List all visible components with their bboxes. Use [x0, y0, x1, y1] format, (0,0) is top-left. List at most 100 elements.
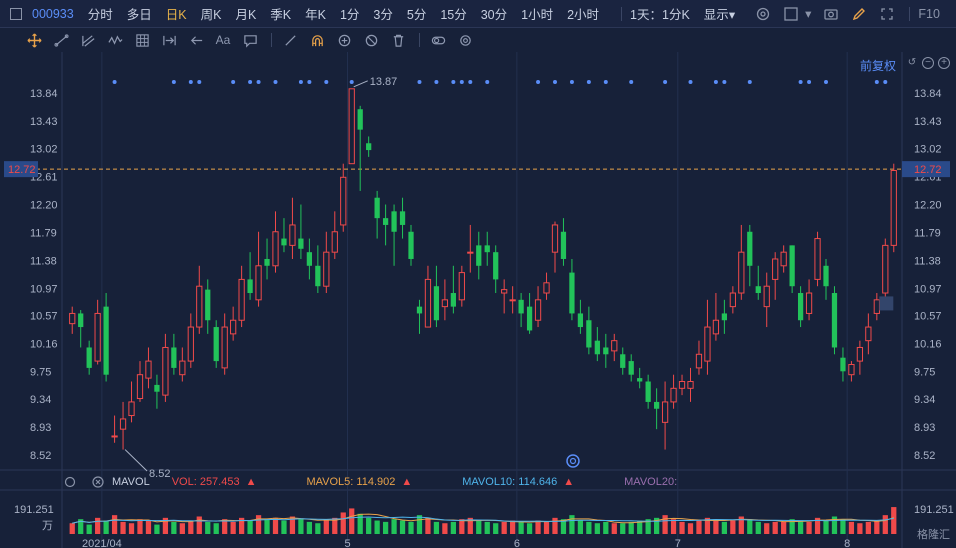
- candle-body: [458, 272, 465, 301]
- candle-body: [391, 211, 397, 232]
- tab-intraday[interactable]: 分时: [87, 8, 113, 22]
- volume-bar: [95, 517, 101, 534]
- y-tick-right: 10.97: [914, 283, 942, 295]
- volume-close-icon[interactable]: [90, 474, 106, 490]
- reset-icon[interactable]: ↺: [907, 57, 917, 68]
- tab-15min[interactable]: 15分: [440, 8, 467, 22]
- comment-icon[interactable]: [238, 30, 262, 50]
- candle-body: [441, 299, 449, 308]
- candle-body: [695, 353, 703, 369]
- tab-3min[interactable]: 3分: [373, 8, 393, 22]
- wave-icon[interactable]: [103, 30, 127, 50]
- tab-1min[interactable]: 1分: [339, 8, 360, 22]
- display-menu[interactable]: 显示▾: [703, 8, 736, 22]
- hide-icon[interactable]: [359, 30, 383, 50]
- tab-quarterly[interactable]: 季K: [270, 8, 292, 22]
- y-tick-right: 11.38: [914, 255, 941, 267]
- volume-bar: [747, 519, 753, 534]
- y-tick-right: 9.75: [914, 366, 935, 378]
- volume-bar: [696, 520, 702, 534]
- indicator-name[interactable]: MAVOL: [112, 476, 150, 488]
- event-dot: [569, 80, 574, 84]
- volume-bar: [586, 521, 592, 534]
- zoom-in-icon[interactable]: +: [938, 57, 950, 69]
- tab-multiday[interactable]: 多日: [126, 8, 152, 22]
- volume-ma-line: [72, 513, 894, 524]
- y-tick-right: 10.57: [914, 310, 942, 322]
- tab-30min[interactable]: 30分: [480, 8, 508, 22]
- zoom-out-icon[interactable]: −: [922, 57, 934, 69]
- volume-bar: [823, 520, 829, 534]
- stock-code[interactable]: 000933: [32, 6, 74, 21]
- tab-2hour[interactable]: 2小时: [567, 8, 600, 22]
- range-icon[interactable]: [157, 30, 181, 50]
- volume-max-label-right: 191.251: [914, 504, 954, 516]
- tab-1hour[interactable]: 1小时: [521, 8, 554, 22]
- y-tick-right: 8.52: [914, 450, 935, 462]
- y-tick-right: 11.79: [914, 227, 941, 239]
- candle-body: [467, 251, 474, 254]
- candle-body: [111, 435, 118, 438]
- ruler-icon[interactable]: [278, 30, 302, 50]
- volume-bar: [781, 521, 787, 534]
- volume-settings-icon[interactable]: [62, 474, 78, 490]
- adjust-mode-label[interactable]: 前复权: [859, 59, 896, 73]
- volume-bar: [188, 520, 194, 534]
- volume-bar: [594, 523, 600, 534]
- layout-box-icon[interactable]: [783, 6, 799, 22]
- mavol5-value: MAVOL5: 114.902: [306, 476, 396, 488]
- lock-icon[interactable]: [332, 30, 356, 50]
- candle-body: [416, 306, 423, 314]
- volume-bar: [679, 521, 685, 534]
- candle-body: [534, 299, 542, 321]
- fullscreen-icon[interactable]: [879, 6, 895, 22]
- volume-bar: [510, 520, 516, 534]
- select-checkbox[interactable]: [10, 7, 22, 20]
- toggle-icon[interactable]: [426, 30, 450, 50]
- pencil-icon[interactable]: [851, 6, 867, 22]
- line-icon[interactable]: [49, 30, 73, 50]
- candle-body: [543, 282, 550, 294]
- settings-icon[interactable]: [453, 30, 477, 50]
- tab-1day-1min[interactable]: 1天：1分K: [630, 8, 690, 22]
- text-tool[interactable]: Aa: [215, 33, 231, 47]
- volume-bar: [264, 519, 270, 534]
- y-tick-left: 8.52: [30, 450, 51, 462]
- y-tick-right: 8.93: [914, 422, 935, 434]
- volume-bar: [408, 521, 414, 534]
- candle-body: [331, 231, 338, 253]
- volume-bar: [687, 523, 694, 534]
- volume-bar: [357, 513, 363, 534]
- candle-body: [721, 313, 728, 321]
- tab-5min[interactable]: 5分: [406, 8, 427, 22]
- grid-icon[interactable]: [130, 30, 154, 50]
- candle-body: [560, 231, 567, 259]
- candle-body: [865, 326, 872, 342]
- tab-monthly[interactable]: 月K: [235, 8, 257, 22]
- y-tick-right: 13.43: [914, 116, 942, 128]
- volume-bar: [662, 515, 668, 534]
- channel-icon[interactable]: [76, 30, 100, 50]
- delete-icon[interactable]: [386, 30, 410, 50]
- volume-bar: [493, 523, 499, 534]
- camera-icon[interactable]: [823, 6, 839, 22]
- crosshair-icon[interactable]: [22, 30, 46, 50]
- candle-body: [408, 231, 414, 259]
- y-tick-left: 9.75: [30, 366, 51, 378]
- tab-daily[interactable]: 日K: [165, 8, 187, 22]
- volume-bar: [196, 516, 202, 534]
- candle-body: [848, 363, 855, 376]
- magnet-icon[interactable]: [305, 30, 329, 50]
- candle-body: [315, 265, 321, 287]
- f10-button[interactable]: F10: [918, 6, 940, 21]
- tab-weekly[interactable]: 周K: [200, 8, 222, 22]
- arrow-left-icon[interactable]: [184, 30, 208, 50]
- y-tick-left: 8.93: [30, 422, 51, 434]
- volume-legend: MAVOL VOL: 257.453 ▲ MAVOL5: 114.902 ▲ M…: [0, 473, 956, 491]
- tab-yearly[interactable]: 年K: [305, 8, 326, 22]
- volume-bar: [442, 523, 448, 534]
- candle-body: [620, 354, 626, 368]
- settings-gear-icon[interactable]: [755, 6, 771, 22]
- current-price-right: 12.72: [914, 164, 942, 176]
